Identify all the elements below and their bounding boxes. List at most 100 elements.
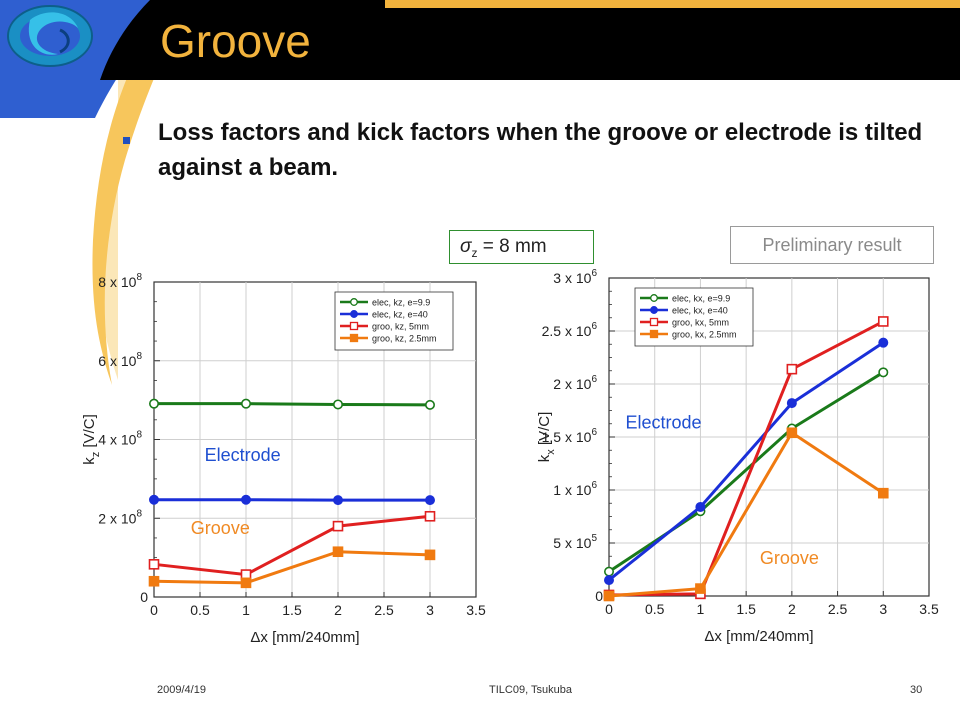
x-tick-label: 3 <box>426 602 434 618</box>
y-tick-label: 2 x 106 <box>553 374 597 392</box>
y-tick-label: 3 x 106 <box>553 268 597 286</box>
x-tick-label: 3 <box>879 601 887 617</box>
x-tick-label: 1.5 <box>736 601 756 617</box>
x-axis-label: Δx [mm/240mm] <box>250 629 359 646</box>
y-tick-label: 2.5 x 106 <box>542 321 598 339</box>
legend-swatch-marker <box>649 329 659 339</box>
chart-annotation: Electrode <box>205 445 281 465</box>
y-axis-label-unit: [V/C] <box>536 412 553 450</box>
bullet-text: Loss factors and kick factors when the g… <box>158 119 923 181</box>
logo-icon <box>7 5 93 67</box>
data-point <box>604 566 615 577</box>
data-point <box>424 495 435 506</box>
y-tick-exponent: 5 <box>591 533 597 544</box>
data-point <box>878 367 889 378</box>
x-tick-label: 0.5 <box>190 602 210 618</box>
legend-label: elec, kx, e=9.9 <box>672 294 730 304</box>
legend-swatch-marker <box>350 310 358 318</box>
data-point <box>332 520 344 532</box>
data-point <box>695 501 706 512</box>
data-point <box>424 399 435 410</box>
legend-label: elec, kz, e=40 <box>372 310 428 320</box>
y-tick-exponent: 8 <box>136 430 142 441</box>
data-point <box>877 316 889 327</box>
y-tick-label: 6 x 108 <box>98 351 142 369</box>
y-tick-exponent: 8 <box>136 272 142 283</box>
data-point <box>149 398 160 409</box>
data-point <box>148 559 160 570</box>
legend-label: groo, kx, 5mm <box>672 318 729 328</box>
y-tick-exponent: 6 <box>591 480 597 491</box>
y-tick-label: 1 x 106 <box>553 480 597 498</box>
chart-annotation: Groove <box>760 548 819 568</box>
y-tick-exponent: 6 <box>591 427 597 438</box>
data-point <box>149 494 160 505</box>
y-tick-label: 0 <box>140 589 148 605</box>
x-tick-label: 1 <box>697 601 705 617</box>
data-point <box>240 577 252 589</box>
data-point <box>878 337 889 348</box>
legend-swatch-marker <box>649 317 659 327</box>
y-tick-label: 2 x 108 <box>98 508 142 526</box>
x-tick-label: 0 <box>150 602 158 618</box>
legend-swatch-marker <box>350 298 358 306</box>
x-tick-label: 0.5 <box>645 601 665 617</box>
footer-date: 2009/4/19 <box>157 684 206 696</box>
y-axis-label: kz [V/C] <box>81 414 102 465</box>
data-point <box>241 494 252 505</box>
y-tick-exponent: 6 <box>591 321 597 332</box>
legend-swatch-marker <box>650 306 658 314</box>
legend-label: groo, kz, 2.5mm <box>372 334 437 344</box>
legend: elec, kz, e=9.9 elec, kz, e=40 groo, kz, 5… <box>334 291 454 351</box>
y-tick-exponent: 6 <box>591 374 597 385</box>
sigma-value: = 8 mm <box>482 236 547 257</box>
data-point <box>786 427 798 439</box>
legend-label: groo, kz, 5mm <box>372 322 429 332</box>
legend-swatch-marker <box>349 333 359 343</box>
x-tick-label: 1 <box>242 602 250 618</box>
series-line <box>608 371 885 573</box>
data-point <box>332 399 343 410</box>
data-point <box>424 510 436 522</box>
data-point <box>604 575 615 586</box>
legend-label: elec, kx, e=40 <box>672 306 728 316</box>
x-tick-label: 0 <box>605 601 613 617</box>
x-tick-label: 3.5 <box>919 601 939 617</box>
data-point <box>786 398 797 409</box>
series-line <box>154 402 431 407</box>
series-line <box>608 341 885 582</box>
data-point <box>603 590 615 602</box>
x-axis-label: Δx [mm/240mm] <box>704 628 813 645</box>
legend-label: elec, kz, e=9.9 <box>372 298 430 308</box>
y-axis-label-group: kz [V/C] <box>81 414 102 465</box>
y-tick-label: 5 x 105 <box>553 533 597 551</box>
y-tick-exponent: 6 <box>591 268 597 279</box>
y-axis-label-subscript: x <box>545 449 557 455</box>
data-point <box>695 583 706 594</box>
y-tick-exponent: 8 <box>136 351 142 362</box>
bullet-marker <box>123 137 130 144</box>
data-point <box>877 487 889 499</box>
kick-factor-chart: 0 0.5 1 1.5 2 2.5 3 3.5 0 5 x 105 1 x 106 1.5 x 106… <box>536 268 939 645</box>
series-line <box>608 430 885 598</box>
legend-label: groo, kx, 2.5mm <box>672 330 737 340</box>
sigma-subscript: z <box>471 245 478 260</box>
y-axis-label-unit: [V/C] <box>81 414 98 452</box>
y-axis-label-subscript: z <box>90 452 102 458</box>
legend-swatch-marker <box>349 321 359 331</box>
series-line <box>153 514 431 577</box>
data-point <box>332 546 344 558</box>
y-tick-label: 8 x 108 <box>98 272 142 290</box>
sigma-label-box: σz = 8 mm <box>449 230 594 264</box>
y-tick-label: 4 x 108 <box>98 430 142 448</box>
series-line <box>153 550 431 585</box>
slide-title: Groove <box>160 15 311 67</box>
legend: elec, kx, e=9.9 elec, kx, e=40 groo, kx, 5… <box>634 287 754 347</box>
sigma-symbol: σ <box>460 236 472 257</box>
loss-factor-chart: 0 0.5 1 1.5 2 2.5 3 3.5 0 2 x 108 4 x 108 6 x 108 8 … <box>81 272 486 646</box>
data-point <box>424 549 436 561</box>
x-tick-label: 3.5 <box>466 602 486 618</box>
data-point <box>241 398 252 409</box>
y-axis-label: kx [V/C] <box>536 412 557 463</box>
y-tick-label: 0 <box>595 588 603 604</box>
